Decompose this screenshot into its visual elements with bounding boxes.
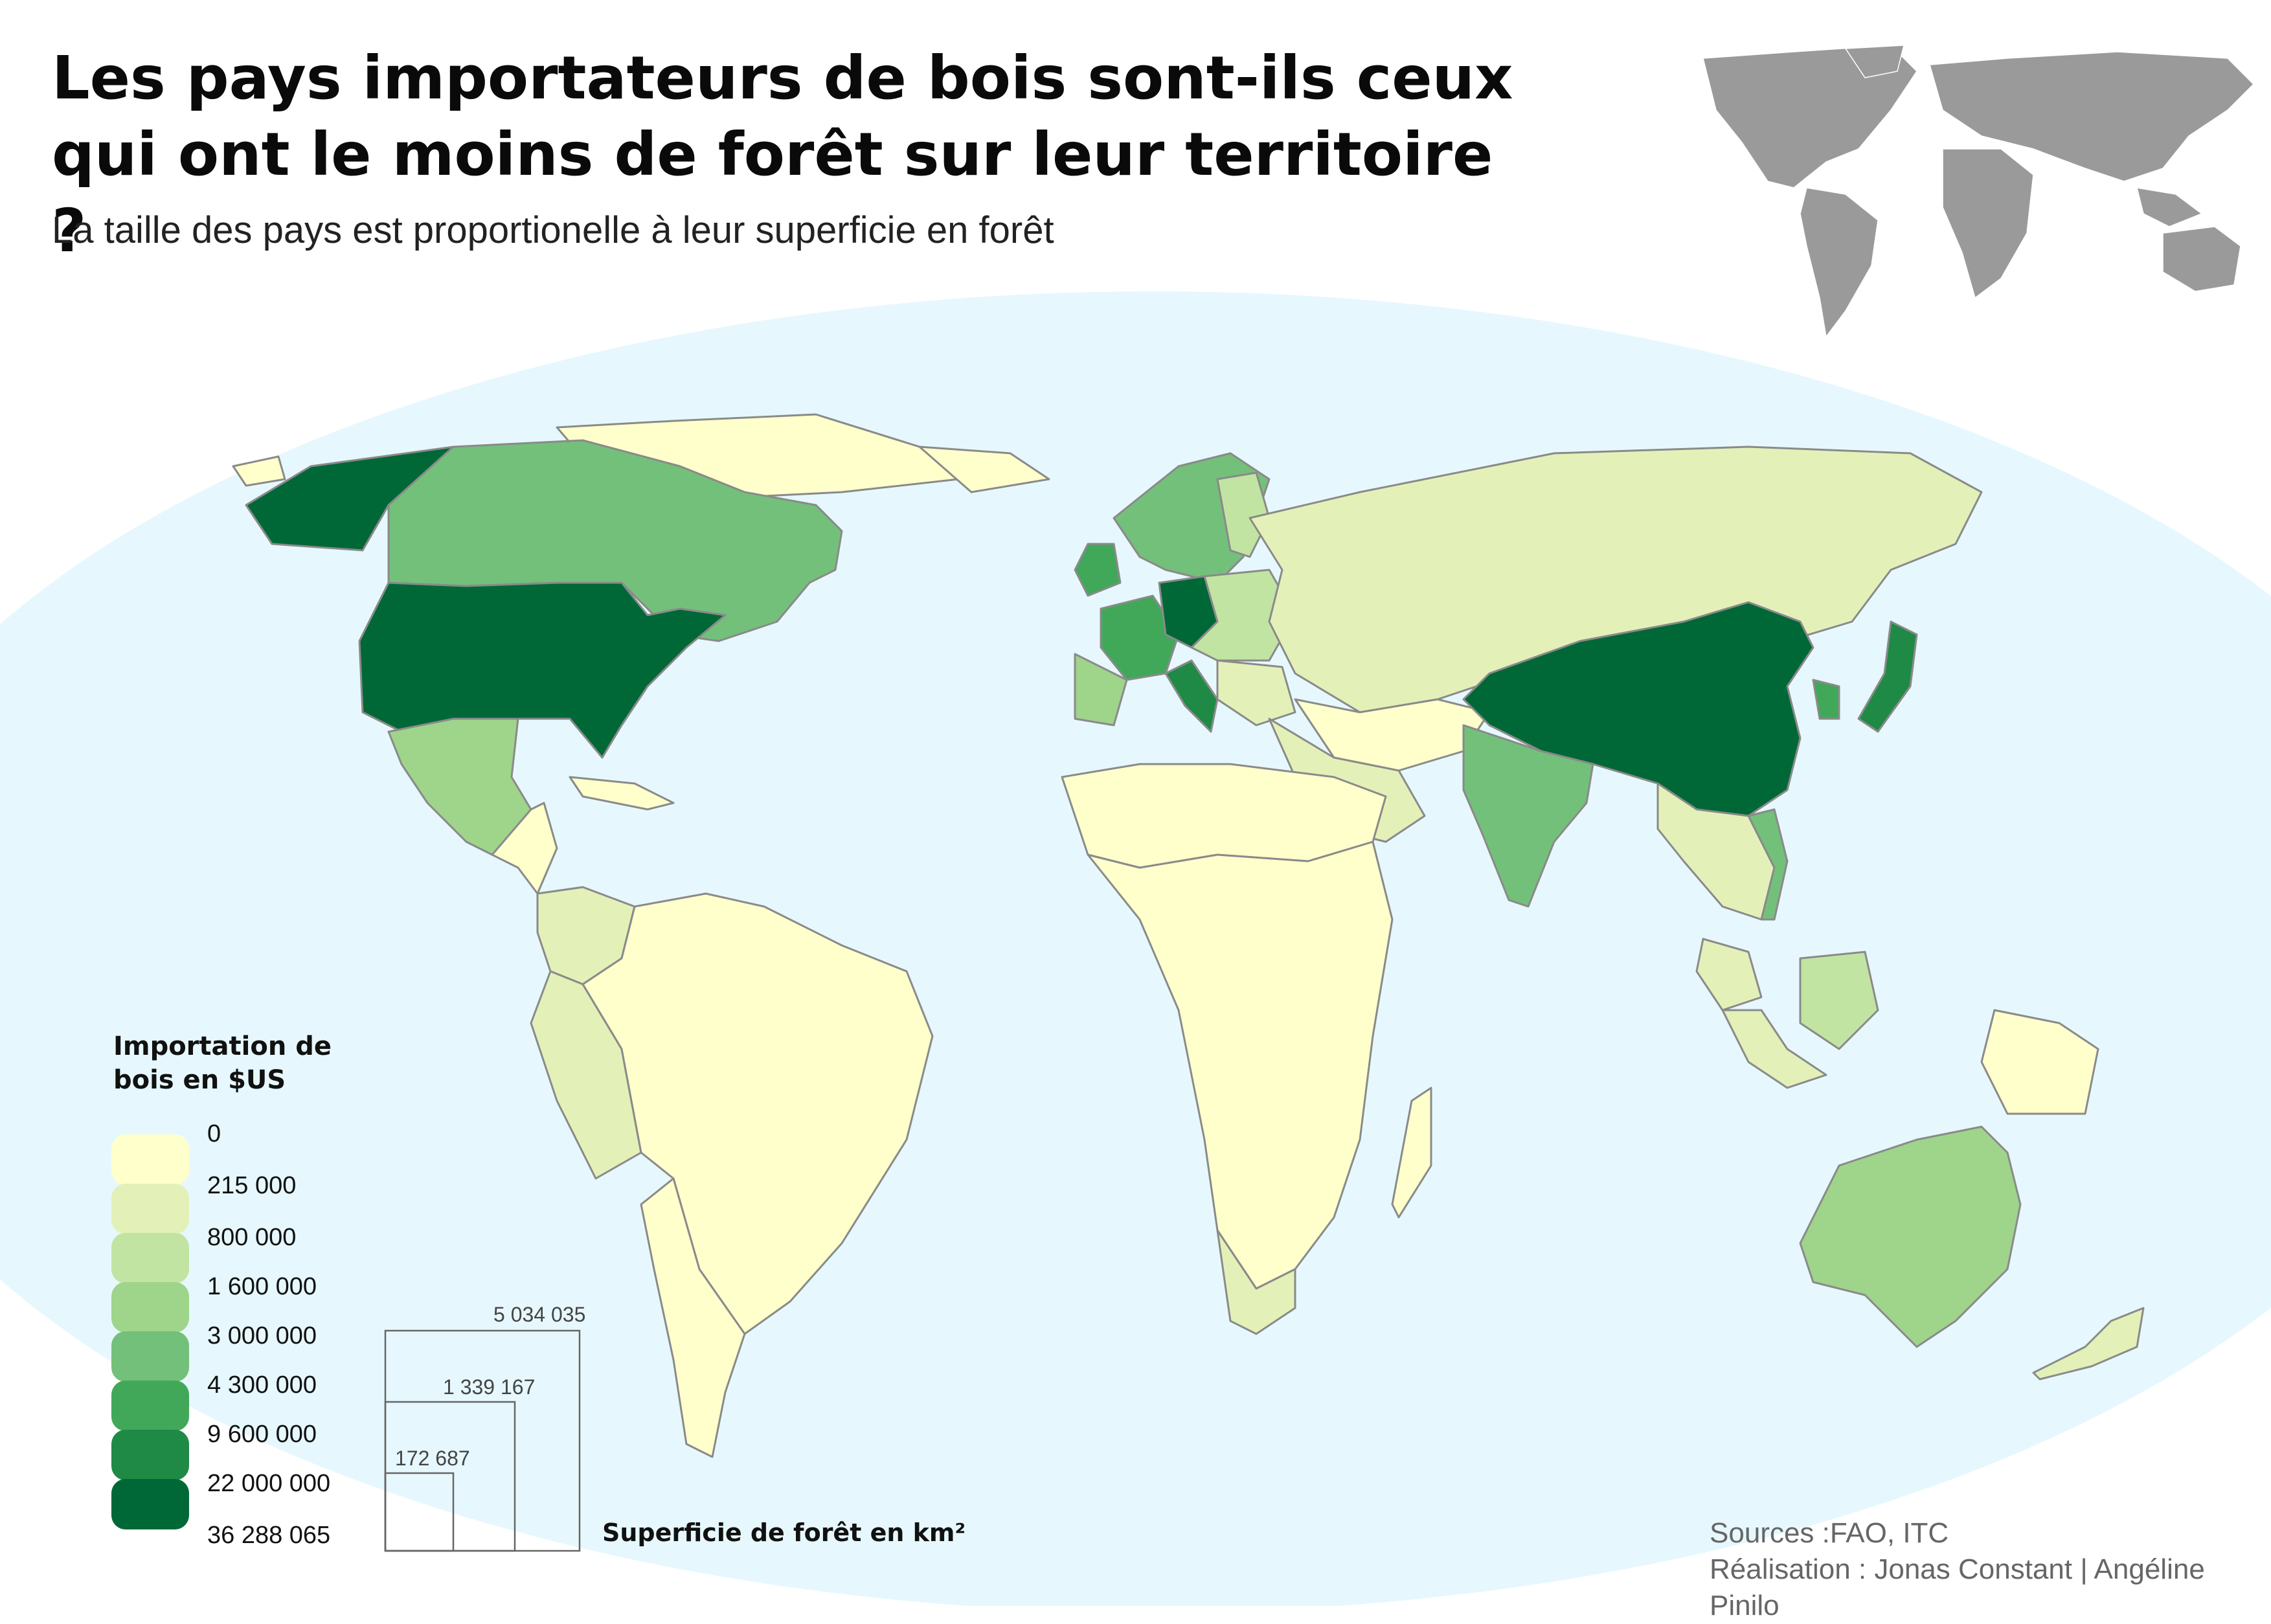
legend-swatch-1: [111, 1134, 189, 1185]
country-madagascar: [1391, 1087, 1432, 1219]
inset-australia: [2162, 226, 2241, 292]
country-spain: [1074, 653, 1128, 727]
legend-swatch-6: [111, 1381, 189, 1431]
legend-swatch-7: [111, 1430, 189, 1480]
country-japan: [1857, 620, 1918, 733]
inset-south-america: [1800, 187, 1879, 338]
country-italy: [1164, 659, 1219, 733]
country-arctic-islands: [918, 445, 1050, 493]
size-label-large: 5 034 035: [493, 1303, 586, 1326]
size-label-medium: 1 339 167: [443, 1375, 536, 1399]
country-south-africa: [1216, 1229, 1296, 1335]
legend-label-1: 215 000: [207, 1172, 297, 1199]
legend-swatch-3: [111, 1233, 189, 1283]
country-alaska-west: [232, 455, 286, 487]
legend-swatch-2: [111, 1184, 189, 1234]
country-new-zealand: [2032, 1307, 2145, 1381]
legend-swatch-8: [111, 1479, 189, 1529]
legend-label-5: 4 300 000: [207, 1371, 317, 1399]
legend-label-4: 3 000 000: [207, 1322, 317, 1349]
country-korea: [1812, 679, 1840, 720]
legend-label-2: 800 000: [207, 1224, 297, 1251]
inset-world-map: [1702, 45, 2255, 338]
country-brazil: [582, 892, 934, 1335]
size-legend-title: Superficie de forêt en km²: [602, 1518, 966, 1547]
country-argentina: [640, 1177, 746, 1458]
country-usa: [358, 581, 727, 759]
legend-title: Importation de bois en $US: [113, 1032, 332, 1095]
country-sumatra: [1721, 1009, 1827, 1089]
inset-eurasia: [1929, 51, 2255, 182]
country-russia: [1248, 445, 1983, 714]
map-subtitle: La taille des pays est proportionelle à …: [52, 209, 1054, 251]
legend-label-0: 0: [207, 1120, 221, 1147]
sources-line: Sources :FAO, ITC: [1710, 1517, 1949, 1549]
country-australia: [1799, 1125, 2022, 1348]
country-eastern-europe: [1190, 569, 1296, 662]
credits-line: Réalisation : Jonas Constant | Angéline …: [1710, 1553, 2205, 1621]
inset-se-asia: [2136, 187, 2203, 227]
inset-greenland: [1844, 45, 1904, 78]
sources-credits: Sources :FAO, ITC Réalisation : Jonas Co…: [1710, 1515, 2271, 1624]
legend-label-8: 36 288 065: [207, 1522, 331, 1549]
size-legend-boxes: [384, 1329, 581, 1552]
country-malaysia: [1695, 938, 1763, 1011]
legend-swatch-4: [111, 1282, 189, 1333]
size-label-small: 172 687: [395, 1447, 470, 1470]
country-borneo: [1799, 951, 1879, 1050]
country-india: [1462, 724, 1594, 908]
legend-label-7: 22 000 000: [207, 1470, 331, 1497]
legend-label-6: 9 600 000: [207, 1421, 317, 1448]
country-uk: [1074, 543, 1122, 597]
inset-north-america: [1702, 45, 1917, 188]
country-balkans: [1216, 659, 1296, 727]
country-china: [1462, 601, 1814, 817]
size-box-small: [384, 1472, 455, 1552]
legend-swatch-5: [111, 1331, 189, 1382]
inset-africa: [1942, 148, 2034, 299]
country-finland: [1216, 471, 1271, 558]
country-vietnam: [1747, 808, 1789, 921]
country-cuba: [569, 776, 675, 811]
country-central-africa: [1087, 840, 1394, 1290]
legend-label-3: 1 600 000: [207, 1273, 317, 1300]
map-title: Les pays importateurs de bois sont-ils c…: [52, 43, 1513, 265]
country-central-america: [491, 802, 558, 895]
country-alaska: [245, 445, 455, 552]
country-papua: [1980, 1009, 2099, 1115]
